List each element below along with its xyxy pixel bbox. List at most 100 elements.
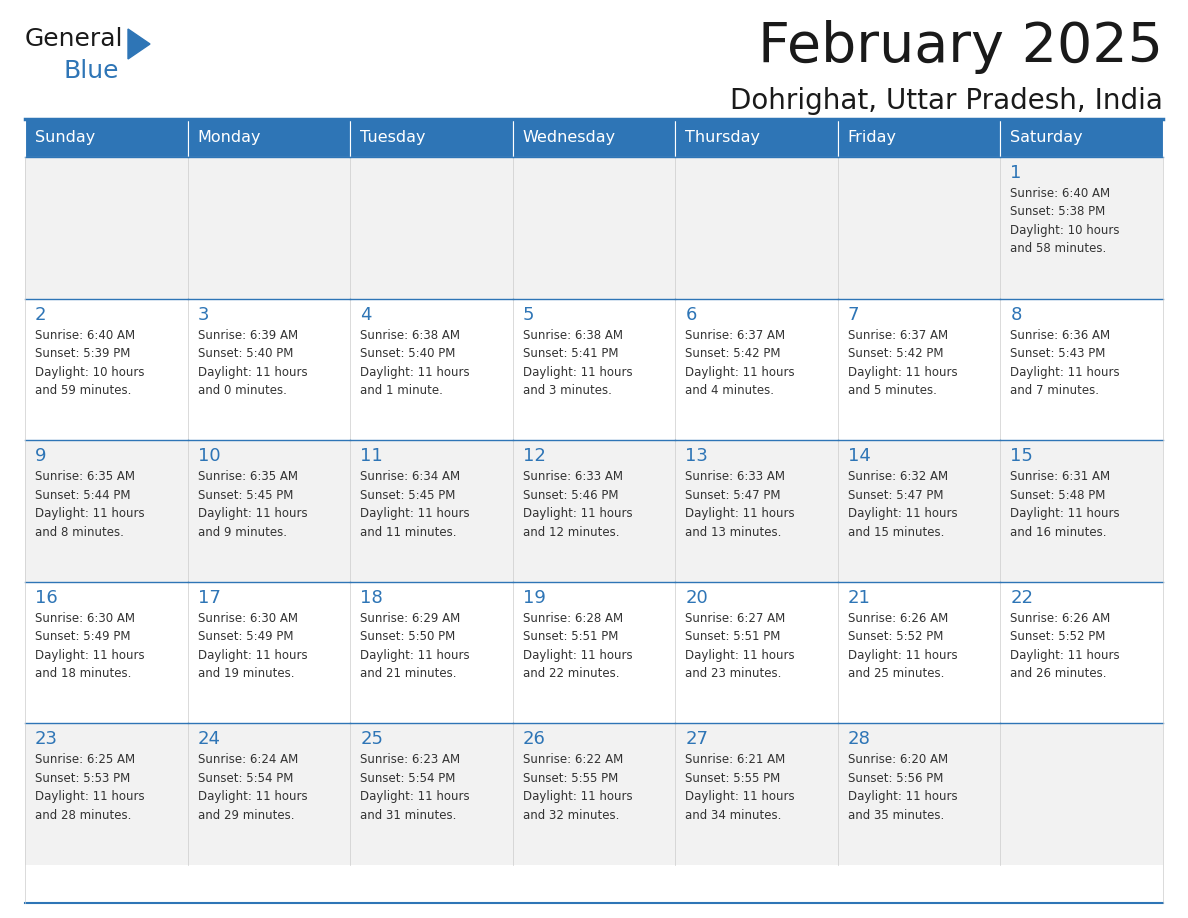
- Bar: [513, 723, 675, 865]
- Text: Sunset: 5:44 PM: Sunset: 5:44 PM: [34, 488, 131, 502]
- Text: and 19 minutes.: and 19 minutes.: [197, 667, 295, 680]
- Text: Daylight: 11 hours: Daylight: 11 hours: [848, 508, 958, 521]
- Text: 21: 21: [848, 588, 871, 607]
- Text: and 1 minute.: and 1 minute.: [360, 384, 443, 397]
- Text: Sunset: 5:50 PM: Sunset: 5:50 PM: [360, 631, 455, 644]
- Text: and 18 minutes.: and 18 minutes.: [34, 667, 132, 680]
- Text: Sunrise: 6:38 AM: Sunrise: 6:38 AM: [360, 329, 460, 341]
- Text: Sunset: 5:51 PM: Sunset: 5:51 PM: [685, 631, 781, 644]
- Bar: [838, 298, 1000, 441]
- Text: and 23 minutes.: and 23 minutes.: [685, 667, 782, 680]
- Text: Sunrise: 6:38 AM: Sunrise: 6:38 AM: [523, 329, 623, 341]
- Bar: [675, 582, 838, 723]
- Bar: [1000, 441, 1163, 582]
- Text: Daylight: 11 hours: Daylight: 11 hours: [523, 649, 632, 662]
- Text: Daylight: 11 hours: Daylight: 11 hours: [685, 790, 795, 803]
- Text: Sunset: 5:48 PM: Sunset: 5:48 PM: [1011, 488, 1106, 502]
- Text: 22: 22: [1011, 588, 1034, 607]
- Text: Daylight: 11 hours: Daylight: 11 hours: [523, 365, 632, 378]
- Text: Sunrise: 6:28 AM: Sunrise: 6:28 AM: [523, 611, 623, 625]
- Text: and 58 minutes.: and 58 minutes.: [1011, 242, 1107, 255]
- Bar: [1000, 157, 1163, 298]
- Text: 5: 5: [523, 306, 535, 324]
- Text: Sunrise: 6:34 AM: Sunrise: 6:34 AM: [360, 470, 460, 483]
- Text: Sunset: 5:39 PM: Sunset: 5:39 PM: [34, 347, 131, 360]
- Text: Sunday: Sunday: [34, 130, 95, 145]
- Text: Sunset: 5:55 PM: Sunset: 5:55 PM: [523, 772, 618, 785]
- Text: Sunrise: 6:37 AM: Sunrise: 6:37 AM: [848, 329, 948, 341]
- Text: Daylight: 11 hours: Daylight: 11 hours: [848, 790, 958, 803]
- Text: 8: 8: [1011, 306, 1022, 324]
- Text: Monday: Monday: [197, 130, 261, 145]
- Text: Daylight: 11 hours: Daylight: 11 hours: [523, 508, 632, 521]
- Text: Sunrise: 6:30 AM: Sunrise: 6:30 AM: [34, 611, 135, 625]
- Bar: [188, 157, 350, 298]
- Text: and 22 minutes.: and 22 minutes.: [523, 667, 619, 680]
- Text: Daylight: 11 hours: Daylight: 11 hours: [848, 649, 958, 662]
- Bar: [1000, 298, 1163, 441]
- Bar: [675, 157, 838, 298]
- Text: Sunrise: 6:30 AM: Sunrise: 6:30 AM: [197, 611, 297, 625]
- Bar: [350, 298, 513, 441]
- Text: 24: 24: [197, 731, 221, 748]
- Text: and 21 minutes.: and 21 minutes.: [360, 667, 456, 680]
- Bar: [350, 441, 513, 582]
- Text: Daylight: 11 hours: Daylight: 11 hours: [197, 790, 308, 803]
- Text: Daylight: 11 hours: Daylight: 11 hours: [685, 365, 795, 378]
- Text: 17: 17: [197, 588, 221, 607]
- Text: Sunset: 5:55 PM: Sunset: 5:55 PM: [685, 772, 781, 785]
- Text: Blue: Blue: [63, 59, 119, 83]
- Bar: [25, 582, 188, 723]
- Bar: [350, 157, 513, 298]
- Bar: [838, 441, 1000, 582]
- Text: Sunrise: 6:20 AM: Sunrise: 6:20 AM: [848, 754, 948, 767]
- Bar: [188, 119, 350, 157]
- Text: 28: 28: [848, 731, 871, 748]
- Text: Sunset: 5:49 PM: Sunset: 5:49 PM: [197, 631, 293, 644]
- Text: 18: 18: [360, 588, 383, 607]
- Text: Daylight: 11 hours: Daylight: 11 hours: [1011, 649, 1120, 662]
- Text: 13: 13: [685, 447, 708, 465]
- Text: Sunset: 5:42 PM: Sunset: 5:42 PM: [685, 347, 781, 360]
- Text: and 4 minutes.: and 4 minutes.: [685, 384, 775, 397]
- Text: Sunset: 5:43 PM: Sunset: 5:43 PM: [1011, 347, 1106, 360]
- Text: and 34 minutes.: and 34 minutes.: [685, 809, 782, 822]
- Text: 27: 27: [685, 731, 708, 748]
- Text: Sunset: 5:45 PM: Sunset: 5:45 PM: [197, 488, 293, 502]
- Bar: [1000, 723, 1163, 865]
- Text: and 26 minutes.: and 26 minutes.: [1011, 667, 1107, 680]
- Bar: [1000, 582, 1163, 723]
- Bar: [675, 119, 838, 157]
- Text: Dohrighat, Uttar Pradesh, India: Dohrighat, Uttar Pradesh, India: [731, 87, 1163, 115]
- Text: 12: 12: [523, 447, 545, 465]
- Text: Sunrise: 6:33 AM: Sunrise: 6:33 AM: [685, 470, 785, 483]
- Bar: [25, 723, 188, 865]
- Text: Sunset: 5:40 PM: Sunset: 5:40 PM: [197, 347, 293, 360]
- Bar: [838, 723, 1000, 865]
- Text: Daylight: 11 hours: Daylight: 11 hours: [360, 365, 469, 378]
- Text: Daylight: 11 hours: Daylight: 11 hours: [360, 790, 469, 803]
- Text: 16: 16: [34, 588, 58, 607]
- Text: and 11 minutes.: and 11 minutes.: [360, 526, 456, 539]
- Text: Thursday: Thursday: [685, 130, 760, 145]
- Bar: [513, 582, 675, 723]
- Text: and 28 minutes.: and 28 minutes.: [34, 809, 132, 822]
- Text: Sunset: 5:54 PM: Sunset: 5:54 PM: [360, 772, 455, 785]
- Bar: [675, 723, 838, 865]
- Text: Sunrise: 6:40 AM: Sunrise: 6:40 AM: [1011, 187, 1111, 200]
- Text: Sunset: 5:41 PM: Sunset: 5:41 PM: [523, 347, 618, 360]
- Bar: [838, 157, 1000, 298]
- Bar: [350, 723, 513, 865]
- Text: 19: 19: [523, 588, 545, 607]
- Text: Daylight: 10 hours: Daylight: 10 hours: [34, 365, 145, 378]
- Text: Sunset: 5:38 PM: Sunset: 5:38 PM: [1011, 206, 1106, 218]
- Text: Saturday: Saturday: [1011, 130, 1083, 145]
- Text: Sunrise: 6:37 AM: Sunrise: 6:37 AM: [685, 329, 785, 341]
- Text: 11: 11: [360, 447, 383, 465]
- Text: Daylight: 11 hours: Daylight: 11 hours: [34, 508, 145, 521]
- Bar: [188, 723, 350, 865]
- Text: Tuesday: Tuesday: [360, 130, 425, 145]
- Text: Daylight: 11 hours: Daylight: 11 hours: [360, 508, 469, 521]
- Text: 9: 9: [34, 447, 46, 465]
- Text: Wednesday: Wednesday: [523, 130, 615, 145]
